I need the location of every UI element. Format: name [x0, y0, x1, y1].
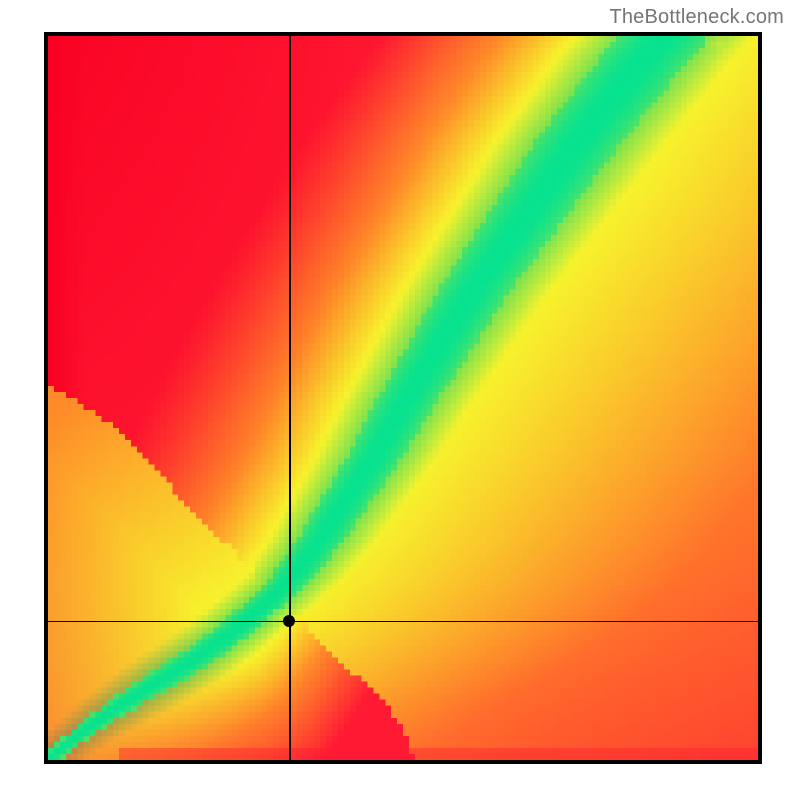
watermark-text: TheBottleneck.com	[609, 6, 784, 29]
crosshair-horizontal	[48, 621, 758, 623]
selection-marker-dot	[283, 615, 295, 627]
bottleneck-heatmap	[48, 36, 758, 760]
plot-area	[44, 32, 762, 764]
chart-container: TheBottleneck.com	[0, 0, 800, 800]
crosshair-vertical	[289, 36, 291, 760]
